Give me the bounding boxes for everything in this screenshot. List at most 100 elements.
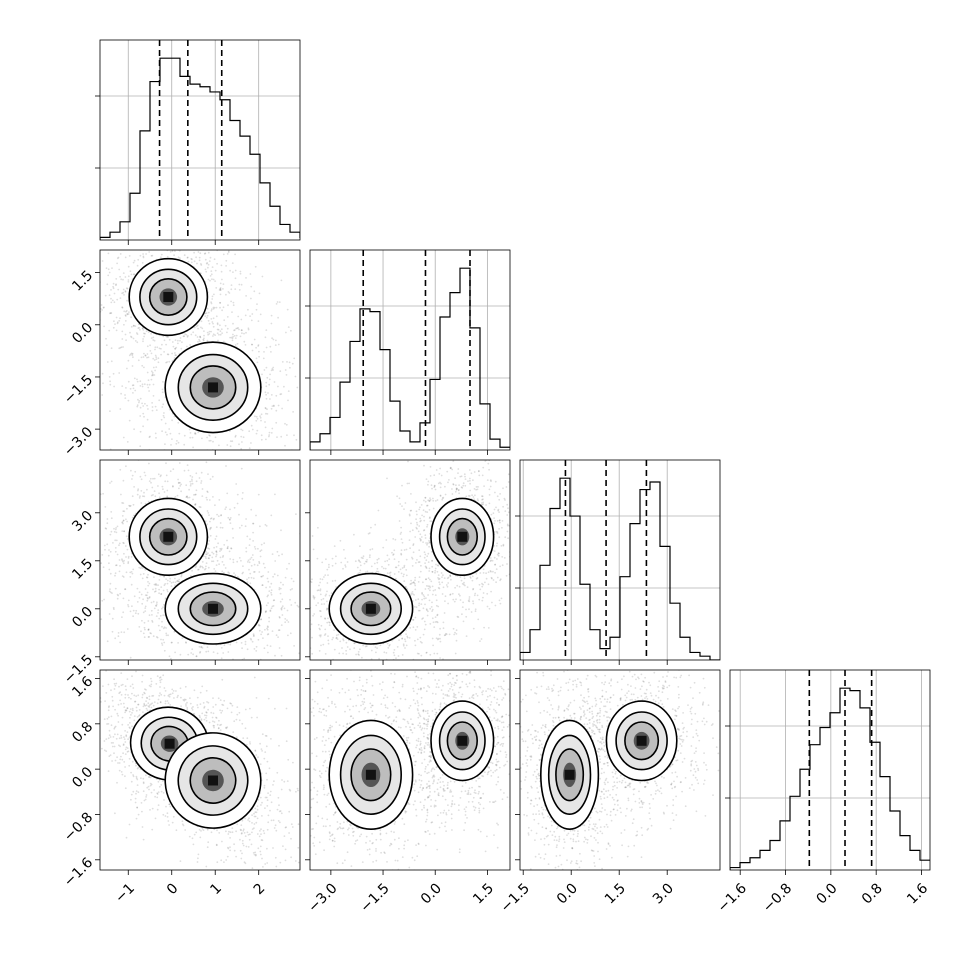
sample-point	[105, 527, 108, 530]
sample-point	[483, 626, 485, 629]
sample-point	[101, 394, 104, 396]
sample-point	[456, 487, 458, 490]
sample-point	[255, 415, 258, 418]
sample-point	[261, 575, 263, 578]
sample-point	[194, 334, 197, 337]
sample-point	[319, 628, 321, 631]
sample-point	[418, 525, 421, 527]
sample-point	[154, 405, 157, 408]
sample-point	[427, 480, 430, 483]
contour-line	[177, 582, 249, 636]
sample-point	[215, 553, 218, 556]
sample-point	[259, 313, 262, 316]
sample-point	[290, 329, 292, 332]
sample-point	[115, 283, 117, 286]
sample-point	[146, 404, 149, 407]
sample-point	[112, 244, 114, 246]
sample-point	[103, 325, 105, 328]
sample-point	[108, 376, 111, 378]
sample-point	[122, 541, 124, 544]
sample-point	[185, 496, 188, 498]
sample-point	[123, 631, 126, 634]
sample-point	[152, 635, 155, 638]
sample-point	[381, 565, 383, 568]
panel-frame	[729, 669, 931, 871]
sample-point	[102, 492, 104, 495]
sample-point	[207, 481, 209, 483]
sample-point	[186, 336, 189, 338]
sample-point	[122, 346, 124, 348]
sample-point	[133, 377, 136, 380]
sample-point	[65, 507, 67, 509]
sample-point	[110, 517, 113, 520]
sample-point	[196, 262, 198, 265]
sample-point	[469, 482, 471, 485]
sample-point	[187, 496, 189, 499]
sample-point	[469, 577, 472, 579]
sample-point	[212, 306, 215, 309]
sample-point	[150, 244, 152, 246]
sample-point	[115, 278, 118, 280]
sample-point	[472, 587, 475, 590]
sample-point	[270, 314, 273, 317]
sample-point	[220, 514, 223, 516]
sample-point	[264, 421, 266, 423]
sample-point	[178, 250, 181, 252]
sample-point	[112, 606, 115, 609]
sample-point	[92, 576, 94, 578]
sample-point	[438, 587, 441, 590]
sample-point	[245, 518, 248, 520]
sample-point	[467, 495, 470, 497]
sample-point	[235, 334, 238, 337]
pair-panel-1-0	[90, 242, 345, 483]
sample-point	[258, 668, 260, 670]
sample-point	[280, 393, 283, 395]
sample-point	[178, 580, 180, 583]
sample-point	[256, 361, 259, 364]
sample-point	[162, 488, 164, 491]
sample-point	[132, 261, 135, 264]
sample-point	[143, 415, 145, 418]
sample-point	[247, 328, 250, 331]
sample-point	[404, 502, 407, 504]
sample-point	[115, 329, 118, 332]
sample-point	[226, 547, 229, 549]
sample-point	[276, 550, 279, 553]
sample-point	[150, 352, 153, 355]
sample-point	[302, 456, 304, 458]
sample-point	[189, 671, 191, 673]
sample-point	[90, 365, 92, 367]
sample-point	[130, 469, 132, 472]
sample-point	[191, 569, 194, 572]
sample-point	[155, 584, 158, 586]
sample-point	[162, 414, 165, 417]
histogram-panel-3	[725, 669, 931, 871]
sample-point	[401, 484, 403, 487]
sample-point	[195, 242, 197, 244]
sample-point	[136, 404, 139, 406]
sample-point	[109, 312, 111, 315]
sample-point	[343, 390, 345, 392]
sample-point	[123, 244, 125, 246]
sample-point	[468, 600, 471, 603]
sample-point	[220, 549, 223, 551]
sample-point	[485, 504, 487, 506]
sample-point	[241, 332, 243, 334]
sample-point	[208, 514, 210, 516]
sample-point	[455, 487, 458, 490]
sample-point	[280, 654, 283, 657]
sample-point	[158, 617, 161, 620]
sample-point	[422, 529, 425, 532]
sample-point	[433, 474, 436, 477]
sample-point	[204, 675, 206, 677]
sample-point	[307, 544, 309, 546]
sample-point	[203, 337, 205, 340]
sample-point	[199, 336, 202, 338]
sample-point	[443, 612, 446, 614]
sample-point	[250, 564, 253, 567]
sample-point	[143, 636, 146, 639]
sample-point	[286, 619, 288, 622]
sample-point	[203, 330, 205, 332]
sample-point	[330, 592, 333, 594]
sample-point	[166, 480, 169, 483]
